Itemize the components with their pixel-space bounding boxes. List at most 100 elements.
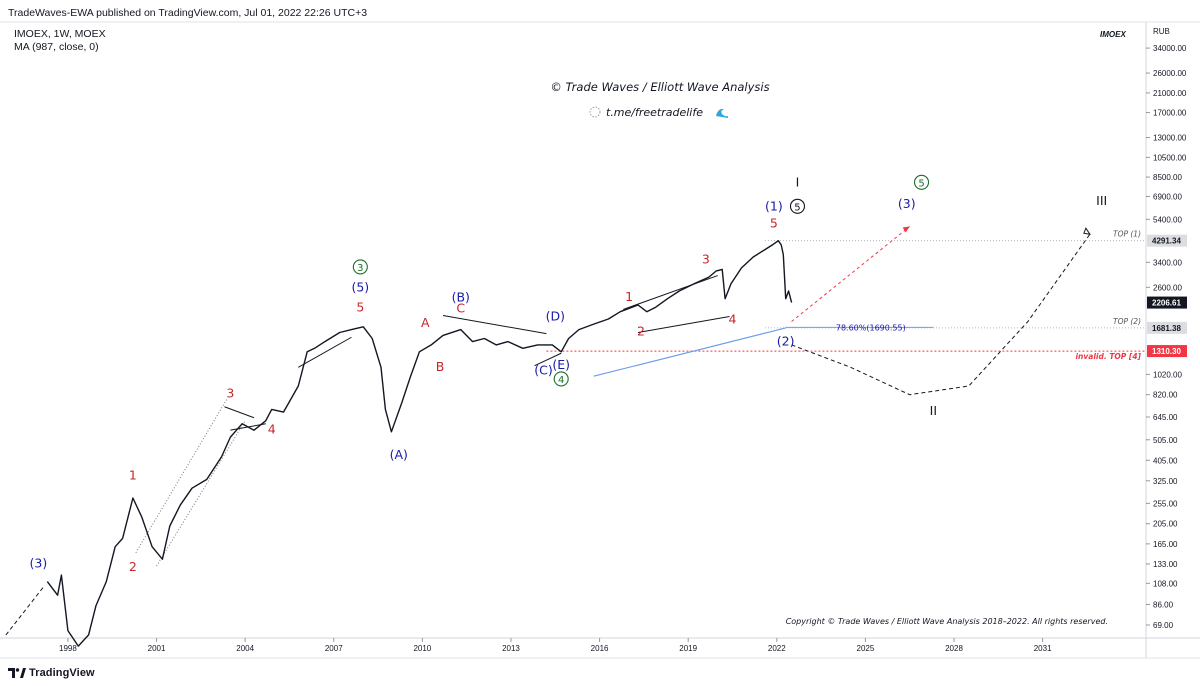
wave-label: (C) bbox=[534, 362, 552, 377]
copyright-note: Copyright © Trade Waves / Elliott Wave A… bbox=[786, 617, 1108, 626]
time-tick-label: 2016 bbox=[591, 644, 609, 653]
publish-info: TradeWaves-EWA published on TradingView.… bbox=[8, 7, 368, 19]
time-tick-label: 2019 bbox=[679, 644, 697, 653]
price-badge-label: 1681.38 bbox=[1152, 324, 1181, 333]
wave-label: 4 bbox=[558, 375, 564, 386]
time-tick-label: 2007 bbox=[325, 644, 343, 653]
wave-label-circle bbox=[913, 174, 930, 190]
price-tick-label: 1020.00 bbox=[1153, 370, 1182, 379]
time-tick-label: 2010 bbox=[413, 644, 431, 653]
time-tick-label: 2004 bbox=[236, 644, 254, 653]
footer-bar bbox=[0, 662, 1200, 686]
wave-label: II bbox=[930, 403, 937, 418]
support-trendline bbox=[593, 327, 786, 377]
wave-channel-line bbox=[298, 336, 352, 368]
wave-channel-line bbox=[637, 315, 730, 333]
long-term-projection bbox=[791, 233, 1091, 396]
projection-arrowhead bbox=[1083, 227, 1091, 235]
wave-channel-line bbox=[442, 315, 547, 335]
leadin-projection bbox=[5, 585, 45, 636]
wave-label: 3 bbox=[702, 252, 710, 267]
price-axis: 34000.00 26000.00 21000.00 17000.00 13000.00… bbox=[1146, 44, 1187, 630]
watermark-link[interactable]: t.me/freetradelife bbox=[606, 106, 703, 119]
fib-label: 78.60%(1690.55) bbox=[836, 323, 906, 332]
price-tick-label: 205.00 bbox=[1153, 520, 1178, 529]
price-tick-label: 34000.00 bbox=[1153, 44, 1187, 53]
price-badge bbox=[1147, 296, 1187, 309]
price-chart[interactable]: 34000.00 26000.00 21000.00 17000.00 13000.00… bbox=[0, 0, 1200, 662]
wave-label: (3) bbox=[30, 555, 48, 570]
price-tick-label: 505.00 bbox=[1153, 436, 1178, 445]
price-badge-label: 2206.61 bbox=[1152, 299, 1181, 308]
time-tick-label: 1998 bbox=[59, 644, 77, 653]
projection-arrowhead bbox=[902, 226, 910, 233]
price-tick-label: 13000.00 bbox=[1153, 134, 1187, 143]
wave-label: 3 bbox=[226, 386, 234, 401]
time-tick-label: 2031 bbox=[1034, 644, 1052, 653]
watermark: © Trade Waves / Elliott Wave Analysis t.… bbox=[550, 80, 769, 119]
wave-label: (E) bbox=[552, 357, 570, 372]
chart-legend: IMOEX, 1W, MOEX MA (987, close, 0) bbox=[14, 28, 106, 54]
price-tick-label: 255.00 bbox=[1153, 499, 1178, 508]
wave-label-circle bbox=[352, 259, 368, 275]
wave-label: A bbox=[421, 315, 430, 330]
wave-label: B bbox=[436, 359, 445, 374]
price-tick-label: 645.00 bbox=[1153, 413, 1178, 422]
wave-label: 3 bbox=[357, 263, 363, 274]
wave-label: (3) bbox=[898, 196, 916, 211]
wave-label: (B) bbox=[452, 290, 470, 305]
currency-label: RUB bbox=[1153, 27, 1170, 36]
time-axis: 1998 2001 2004 2007 2010 2013 2016 2019 2022 2025… bbox=[59, 638, 1052, 653]
price-tick-label: 3400.00 bbox=[1153, 258, 1182, 267]
wave-label: 5 bbox=[794, 202, 800, 213]
symbol-tag: IMOEX bbox=[1100, 30, 1126, 39]
telegram-icon bbox=[589, 106, 601, 118]
wave-channel-dotted bbox=[135, 397, 228, 553]
publish-bar: TradeWaves-EWA published on TradingView.… bbox=[0, 0, 1200, 22]
price-tick-label: 26000.00 bbox=[1153, 69, 1187, 78]
wave-label: 4 bbox=[729, 312, 737, 327]
price-tick-label: 108.00 bbox=[1153, 579, 1178, 588]
legend-symbol[interactable]: IMOEX, 1W, MOEX bbox=[14, 28, 106, 40]
wave-label-circle bbox=[789, 198, 806, 214]
wave-label: 5 bbox=[918, 178, 924, 189]
price-tick-label: 10500.00 bbox=[1153, 153, 1187, 162]
price-tick-label: 6900.00 bbox=[1153, 192, 1182, 201]
price-tick-label: 2600.00 bbox=[1153, 283, 1182, 292]
wave-label: I bbox=[796, 174, 800, 189]
wave-channel-line bbox=[623, 275, 718, 310]
wave-label: (1) bbox=[765, 198, 783, 213]
level-label: TOP (2) bbox=[1113, 317, 1141, 326]
price-tick-label: 17000.00 bbox=[1153, 109, 1187, 118]
wave-label: 4 bbox=[268, 422, 276, 437]
tradingview-logo[interactable]: TradingView bbox=[8, 667, 95, 679]
level-label: invalid. TOP [4] bbox=[1075, 352, 1141, 361]
price-tick-label: 325.00 bbox=[1153, 477, 1178, 486]
legend-indicator[interactable]: MA (987, close, 0) bbox=[14, 41, 99, 53]
wave-label: (A) bbox=[390, 447, 408, 462]
wave-label: 2 bbox=[637, 323, 645, 338]
wave-label-circle bbox=[553, 371, 569, 387]
time-tick-label: 2022 bbox=[768, 644, 786, 653]
tradingview-icon bbox=[8, 668, 26, 678]
time-tick-label: 2001 bbox=[148, 644, 166, 653]
wave-3-projection bbox=[791, 226, 911, 322]
price-line bbox=[46, 239, 793, 647]
price-tick-label: 133.00 bbox=[1153, 560, 1178, 569]
price-badge-label: 4291.34 bbox=[1152, 237, 1181, 246]
watermark-title: © Trade Waves / Elliott Wave Analysis bbox=[550, 80, 769, 94]
footer-brand: TradingView bbox=[29, 667, 95, 679]
price-badge bbox=[1147, 321, 1187, 334]
price-badge-label: 1310.30 bbox=[1152, 347, 1181, 356]
wave-label: 2 bbox=[129, 559, 137, 574]
time-tick-label: 2028 bbox=[945, 644, 963, 653]
level-label: TOP (1) bbox=[1113, 230, 1141, 239]
price-badge bbox=[1147, 345, 1187, 358]
price-tick-label: 5400.00 bbox=[1153, 215, 1182, 224]
price-tick-label: 820.00 bbox=[1153, 391, 1178, 400]
time-tick-label: 2025 bbox=[857, 644, 875, 653]
wave-label: C bbox=[456, 301, 465, 316]
wave-channel-line bbox=[224, 406, 255, 419]
wave-channel-dotted bbox=[156, 420, 246, 567]
price-tick-label: 8500.00 bbox=[1153, 173, 1182, 182]
